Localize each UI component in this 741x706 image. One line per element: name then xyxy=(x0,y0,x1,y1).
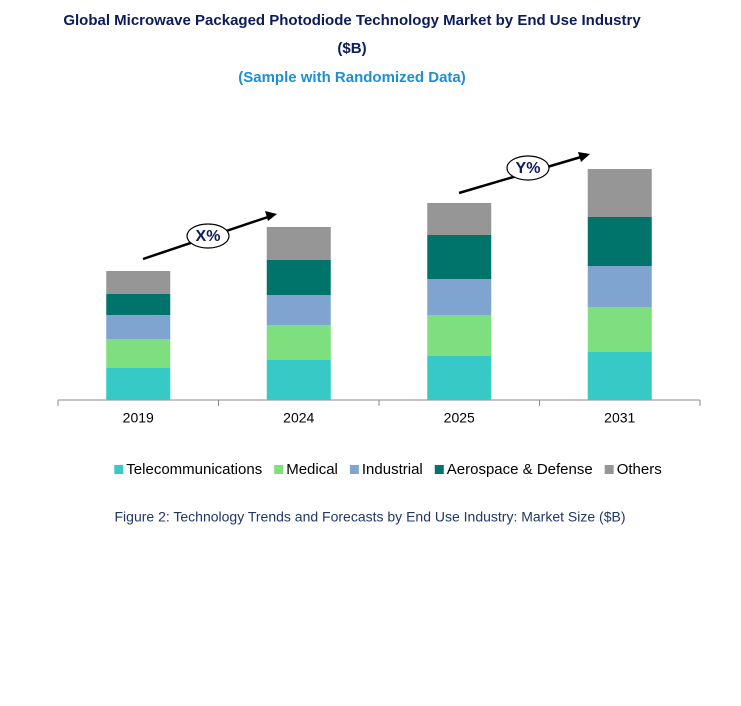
legend-swatch xyxy=(434,465,444,474)
x-tick-label: 2019 xyxy=(123,410,154,426)
bar-segment xyxy=(106,315,171,339)
chart-title: Global Microwave Packaged Photodiode Tec… xyxy=(63,12,641,29)
bar-segment xyxy=(106,368,171,400)
trend-arrow xyxy=(142,152,590,261)
annotation: Y% xyxy=(516,160,541,177)
bar-segment xyxy=(427,203,492,235)
bar-segment xyxy=(266,360,331,400)
legend-swatch xyxy=(604,465,614,474)
legend-label: Others xyxy=(617,461,662,478)
legend-swatch xyxy=(349,465,359,474)
chart-title: ($B) xyxy=(337,40,366,57)
bar-segment xyxy=(266,227,331,260)
x-tick-label: 2025 xyxy=(444,410,475,426)
x-tick-label: 2024 xyxy=(283,410,314,426)
bar-segment xyxy=(587,266,652,307)
bar-segment xyxy=(587,352,652,400)
x-tick-label: 2031 xyxy=(604,410,635,426)
legend-label: Industrial xyxy=(362,461,423,478)
bar-segment xyxy=(106,294,171,315)
bar-segment xyxy=(106,271,171,294)
bar-segment xyxy=(427,279,492,315)
legend-swatch xyxy=(274,465,284,474)
bar-segment xyxy=(427,315,492,356)
legend-swatch xyxy=(114,465,124,474)
bar-segment xyxy=(427,356,492,400)
chart-subtitle: (Sample with Randomized Data) xyxy=(238,69,466,86)
bar-segment xyxy=(587,169,652,217)
bar-segment xyxy=(266,325,331,360)
bar-segment xyxy=(427,235,492,279)
bar-segment xyxy=(587,217,652,266)
bar-segment xyxy=(106,339,171,368)
bar-segment xyxy=(587,307,652,352)
bar-segment xyxy=(266,295,331,325)
legend-label: Aerospace & Defense xyxy=(447,461,593,478)
caption: Figure 2: Technology Trends and Forecast… xyxy=(115,509,626,525)
legend-label: Telecommunications xyxy=(126,461,262,478)
annotation: X% xyxy=(196,228,221,245)
legend-label: Medical xyxy=(286,461,338,478)
bar-segment xyxy=(266,260,331,295)
